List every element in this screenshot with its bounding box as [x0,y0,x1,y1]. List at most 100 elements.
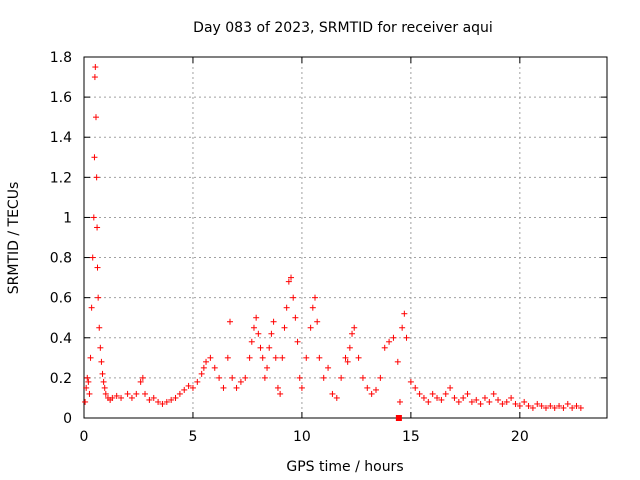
data-point [512,400,519,407]
data-point [82,398,89,405]
data-point [309,304,316,311]
y-tick-label: 0 [63,411,72,427]
data-point [460,394,467,401]
data-point [100,378,107,385]
data-point [281,324,288,331]
data-point [394,358,401,365]
data-point [270,318,277,325]
chart-title: Day 083 of 2023, SRMTID for receiver aqu… [193,20,493,36]
data-point [253,314,260,321]
data-point [338,374,345,381]
data-point [139,374,146,381]
data-point [101,384,108,391]
data-point [577,404,584,411]
data-point [349,330,356,337]
y-tick-label: 0.4 [50,331,72,347]
data-point [464,390,471,397]
data-point [109,394,116,401]
data-point [451,394,458,401]
data-point [91,74,98,81]
data-point [425,398,432,405]
data-point [346,344,353,351]
data-point [211,364,218,371]
data-point [377,374,384,381]
data-point [320,374,327,381]
data-point [85,378,92,385]
y-axis-label: SRMTID / TECUs [6,182,22,295]
data-point [189,384,196,391]
data-point [351,324,358,331]
data-point [333,394,340,401]
data-point [113,392,120,399]
y-tick-label: 0.2 [50,371,72,387]
data-point [185,382,192,389]
data-point [98,358,105,365]
x-tick-label: 15 [402,429,420,445]
data-point [159,400,166,407]
data-point [94,264,101,271]
data-point [229,374,236,381]
data-point [155,398,162,405]
data-point [194,378,201,385]
data-point [246,354,253,361]
data-point [468,398,475,405]
data-point [547,402,554,409]
data-point [534,400,541,407]
data-point [163,398,170,405]
data-point [381,344,388,351]
data-point [551,404,558,411]
data-point [133,390,140,397]
data-point [176,390,183,397]
data-point [303,354,310,361]
data-point [407,378,414,385]
data-point [420,394,427,401]
data-point [429,390,436,397]
data-point [220,384,227,391]
data-point [92,114,99,121]
data-point [307,324,314,331]
data-point [290,294,297,301]
data-point [84,374,91,381]
data-point [573,402,580,409]
data-point [102,390,109,397]
data-point [344,358,351,365]
data-point [294,338,301,345]
y-tick-label: 1.8 [50,50,72,66]
data-point [486,398,493,405]
data-point [277,390,284,397]
y-tick-label: 1.2 [50,170,72,186]
data-point [477,400,484,407]
data-point [91,154,98,161]
data-point [128,394,135,401]
data-point [95,294,102,301]
data-point [242,374,249,381]
y-tick-label: 1.6 [50,90,72,106]
data-point [342,354,349,361]
data-point [296,374,303,381]
data-point [118,394,125,401]
chart-grid [84,57,607,418]
data-point [99,370,106,377]
data-point [124,390,131,397]
x-tick-label: 20 [511,429,529,445]
x-tick-label: 10 [293,429,311,445]
data-point [224,354,231,361]
data-point [538,402,545,409]
data-point [503,398,510,405]
data-point [473,396,480,403]
y-tick-label: 1.4 [50,130,72,146]
data-point [438,396,445,403]
data-point [255,330,262,337]
data-point [499,400,506,407]
data-point [272,354,279,361]
data-point [481,394,488,401]
data-point [556,402,563,409]
data-point [285,278,292,285]
data-point [311,294,318,301]
data-point [516,402,523,409]
data-point [172,394,179,401]
data-point [146,396,153,403]
data-point [279,354,286,361]
data-point [401,310,408,317]
data-point [198,370,205,377]
